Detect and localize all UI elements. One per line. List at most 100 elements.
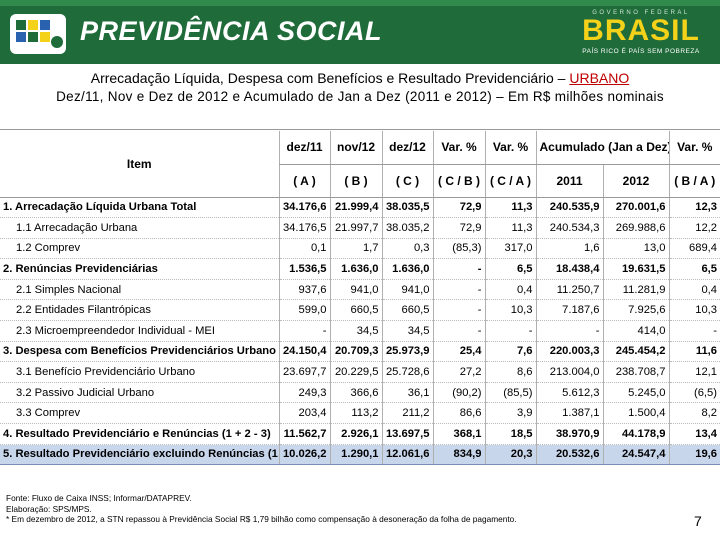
- sub-header: ( C / B ): [432, 164, 485, 198]
- cell-value: 689,4: [668, 238, 720, 260]
- banner-stripe: [0, 0, 720, 6]
- cell-value: 249,3: [278, 382, 330, 404]
- cell-value: 12,3: [668, 197, 720, 219]
- table-row: 2.2 Entidades Filantrópicas 599,0 660,5 660…: [0, 299, 720, 322]
- cell-value: 7.187,6: [535, 299, 603, 322]
- footnotes: Fonte: Fluxo de Caixa INSS; Informar/DAT…: [6, 493, 517, 525]
- row-label: 2.2 Entidades Filantrópicas: [0, 299, 279, 322]
- cell-value: 1.387,1: [535, 402, 603, 425]
- cell-value: 1.536,5: [278, 258, 330, 280]
- cell-value: 414,0: [602, 320, 669, 342]
- row-label: 2.3 Microempreendedor Individual - MEI: [0, 320, 279, 342]
- cell-value: 834,9: [432, 444, 485, 466]
- cell-value: 6,5: [668, 258, 720, 280]
- cell-value: -: [432, 279, 485, 301]
- row-label: 4. Resultado Previdenciário e Renúncias …: [0, 423, 279, 445]
- cell-value: 11,3: [484, 197, 536, 219]
- gov-brasil-text: BRASIL: [582, 14, 700, 47]
- sub-header: 2011: [535, 164, 603, 198]
- cell-value: 10,3: [484, 299, 536, 322]
- row-label: 5. Resultado Previdenciário excluindo Re…: [0, 444, 279, 466]
- gov-slogan: PAÍS RICO É PAÍS SEM POBREZA: [582, 48, 700, 55]
- cell-value: 27,2: [432, 361, 485, 383]
- row-label: 3.1 Benefício Previdenciário Urbano: [0, 361, 279, 383]
- cell-value: 270.001,6: [602, 197, 669, 219]
- cell-value: 20.709,3: [329, 341, 382, 363]
- cell-value: 12,1: [668, 361, 720, 383]
- cell-value: 20.229,5: [329, 361, 382, 383]
- cell-value: 18,5: [484, 423, 536, 445]
- cell-value: -: [432, 320, 485, 342]
- cell-value: 25,4: [432, 341, 485, 363]
- gov-logo: GOVERNO FEDERAL BRASIL PAÍS RICO É PAÍS …: [567, 6, 715, 58]
- cell-value: 25.728,6: [381, 361, 433, 383]
- subheader-row: ( A ) ( B ) ( C ) ( C / B ) ( C / A ) 20…: [0, 164, 720, 198]
- cell-value: 86,6: [432, 402, 485, 425]
- cell-value: 72,9: [432, 217, 485, 239]
- gov-top-text: GOVERNO FEDERAL: [592, 10, 690, 16]
- row-label: 2.1 Simples Nacional: [0, 279, 279, 301]
- cell-value: 3,9: [484, 402, 536, 425]
- cell-value: 203,4: [278, 402, 330, 425]
- previdencia-logo-icon: [10, 14, 66, 54]
- cell-value: 11.281,9: [602, 279, 669, 301]
- cell-value: 660,5: [381, 299, 433, 322]
- cell-value: 11.250,7: [535, 279, 603, 301]
- table-row: 2.3 Microempreendedor Individual - MEI -3…: [0, 320, 720, 342]
- slide-title-highlight: URBANO: [569, 70, 630, 86]
- cell-value: 113,2: [329, 402, 382, 425]
- cell-value: (90,2): [432, 382, 485, 404]
- sub-header: ( B ): [329, 164, 382, 198]
- footnote-elaboration: Elaboração: SPS/MPS.: [6, 503, 92, 514]
- row-label: 3.2 Passivo Judicial Urbano: [0, 382, 279, 404]
- sub-header: ( C ): [381, 164, 433, 198]
- cell-value: 13,4: [668, 423, 720, 445]
- cell-value: 34,5: [381, 320, 433, 342]
- col-header: dez/12: [381, 131, 433, 165]
- cell-value: 1,6: [535, 238, 603, 260]
- sub-header: ( A ): [278, 164, 330, 198]
- cell-value: -: [432, 258, 485, 280]
- table-row: 3. Despesa com Benefícios Previdenciário…: [0, 341, 720, 363]
- footnote-note: * Em dezembro de 2012, a STN repassou à …: [6, 514, 517, 524]
- cell-value: 7,6: [484, 341, 536, 363]
- cell-value: 240.534,3: [535, 217, 603, 239]
- item-header: Item: [0, 131, 279, 198]
- header-banner: PREVIDÊNCIA SOCIAL GOVERNO FEDERAL BRASI…: [0, 0, 720, 64]
- cell-value: 220.003,3: [535, 341, 603, 363]
- cell-value: 24.547,4: [602, 444, 669, 466]
- cell-value: 72,9: [432, 197, 485, 219]
- cell-value: 38.035,2: [381, 217, 433, 239]
- col-header: nov/12: [329, 131, 382, 165]
- cell-value: -: [535, 320, 603, 342]
- row-label: 1.2 Comprev: [0, 238, 279, 260]
- cell-value: 368,1: [432, 423, 485, 445]
- cell-value: 18.438,4: [535, 258, 603, 280]
- cell-value: 366,6: [329, 382, 382, 404]
- cell-value: 34,5: [329, 320, 382, 342]
- slide-title-prefix: Arrecadação Líquida, Despesa com Benefíc…: [90, 70, 570, 86]
- slide-title: Arrecadação Líquida, Despesa com Benefíc…: [0, 70, 720, 86]
- cell-value: 20,3: [484, 444, 536, 466]
- cell-value: 0,4: [484, 279, 536, 301]
- cell-value: 38.035,5: [381, 197, 433, 219]
- cell-value: (6,5): [668, 382, 720, 404]
- table-row: 3.3 Comprev 203,4 113,2 211,2 86,6 3,9 1.387,1…: [0, 402, 720, 425]
- cell-value: 11.562,7: [278, 423, 330, 445]
- sub-header: ( C / A ): [484, 164, 536, 198]
- slide-subtitle: Dez/11, Nov e Dez de 2012 e Acumulado de…: [56, 89, 664, 104]
- row-label: 2. Renúncias Previdenciárias: [0, 258, 279, 280]
- col-header: Acumulado (Jan a Dez): [535, 131, 669, 165]
- cell-value: 238.708,7: [602, 361, 669, 383]
- sub-header: ( B / A ): [668, 164, 720, 198]
- cell-value: (85,3): [432, 238, 485, 260]
- cell-value: 0,4: [668, 279, 720, 301]
- cell-value: 213.004,0: [535, 361, 603, 383]
- cell-value: -: [484, 320, 536, 342]
- cell-value: (85,5): [484, 382, 536, 404]
- page-number: 7: [694, 513, 702, 529]
- row-label: 3. Despesa com Benefícios Previdenciário…: [0, 341, 279, 363]
- table-row: 5. Resultado Previdenciário excluindo Re…: [0, 444, 720, 466]
- cell-value: -: [668, 320, 720, 342]
- sub-header: 2012: [602, 164, 669, 198]
